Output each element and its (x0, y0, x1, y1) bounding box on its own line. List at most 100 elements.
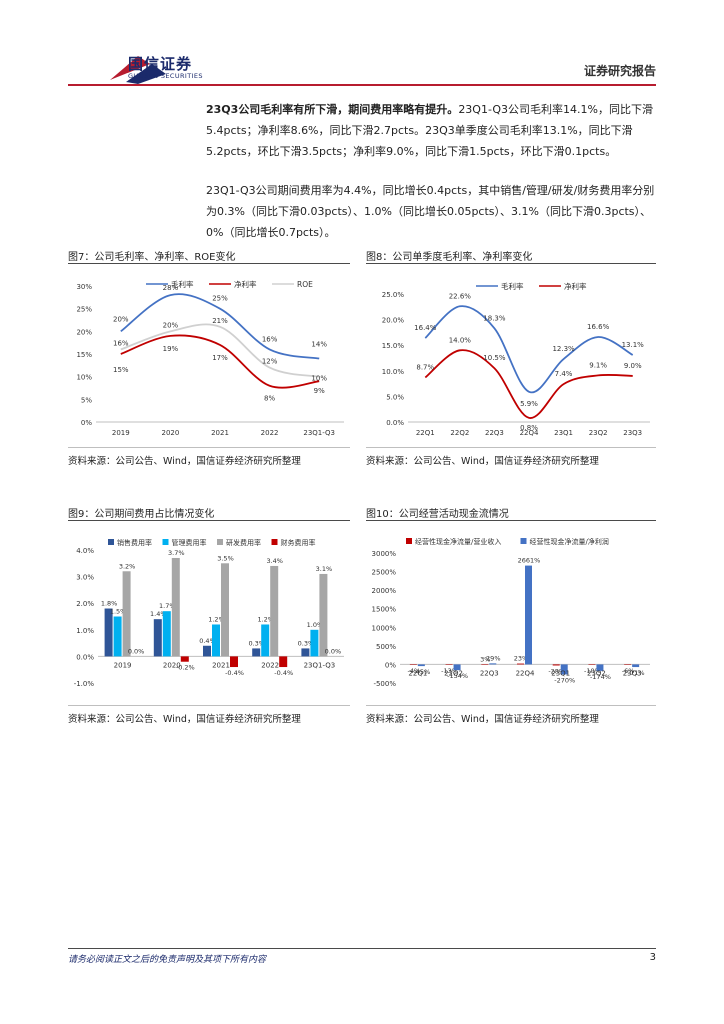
data-label: 28% (163, 284, 179, 292)
data-label: 19% (163, 345, 179, 353)
data-label: 3.4% (266, 557, 283, 565)
y-tick-label: 1000% (372, 624, 397, 632)
x-tick-label: 2021 (211, 429, 229, 437)
bar (203, 645, 211, 657)
fig8-chart: 0.0% 5.0% 10.0% 15.0% 20.0% 25.0% 22Q1 22Q2 22Q3… (382, 281, 650, 437)
series-line (120, 323, 320, 378)
paragraph-margin-lead: 23Q3公司毛利率有所下滑，期间费用率略有提升。 (206, 103, 459, 116)
x-tick-label: 22Q2 (444, 669, 463, 677)
y-tick-label: 0.0% (76, 653, 94, 661)
data-label: 1.2% (257, 615, 274, 623)
data-label: -270% (554, 676, 575, 684)
y-tick-label: 25% (76, 306, 92, 314)
legend-label: 净利率 (564, 281, 587, 291)
fig9-chart: -1.0% 0.0% 1.0% 2.0% 3.0% 4.0% 销售费用率 管理费用率 研发费用率… (74, 538, 344, 688)
data-label: 7.4% (555, 370, 573, 378)
bar (122, 571, 131, 657)
fig7-chart: 0% 5% 10% 15% 20% 25% 30% 2019 2020 2021 2022 23Q1-… (76, 279, 344, 437)
paragraph-expense: 23Q1-Q3公司期间费用率为4.4%，同比增长0.4pcts，其中销售/管理/… (206, 184, 655, 239)
x-tick-label: 2019 (114, 661, 132, 669)
x-tick-label: 23Q2 (587, 669, 606, 677)
data-label: 16% (262, 335, 278, 343)
data-label: 25% (212, 295, 228, 303)
series-line (424, 305, 634, 394)
data-label: 20% (113, 315, 129, 323)
data-label: 9.1% (589, 361, 607, 369)
page-header: 国信证券 GUOSEN SECURITIES 证券研究报告 (0, 0, 724, 90)
fig9-top-rule (68, 520, 350, 521)
y-tick-label: 0.0% (386, 419, 404, 427)
legend-swatch (162, 539, 169, 545)
data-label: 3% (480, 655, 490, 663)
data-label: -13% (441, 667, 458, 675)
paragraph-margin-body: 23Q1-Q3公司毛利率14.1%，同比下滑5.4pcts；净利率8.6%，同比… (206, 103, 653, 158)
data-label: 16% (113, 339, 129, 347)
bar (162, 611, 171, 657)
brand-name: 国信证券 (128, 55, 193, 73)
x-tick-label: 2021 (212, 661, 230, 669)
y-tick-label: 2000% (372, 587, 397, 595)
fig7-title: 图7：公司毛利率、净利率、ROE变化 (68, 252, 236, 263)
data-label: 1.8% (101, 600, 118, 608)
bar (212, 624, 220, 657)
legend-label: 财务费用率 (281, 538, 316, 547)
y-tick-label: 1500% (372, 606, 397, 614)
data-label: 23% (514, 655, 528, 663)
bar (113, 616, 122, 657)
data-label: 3.1% (316, 565, 333, 573)
legend-label: 销售费用率 (117, 538, 152, 547)
data-label: -10% (584, 667, 601, 675)
bar (417, 664, 425, 667)
x-tick-label: 22Q1 (416, 429, 435, 437)
x-tick-label: 2022 (261, 429, 279, 437)
legend-label: 毛利率 (171, 279, 194, 289)
y-tick-label: 1.0% (76, 627, 94, 635)
legend-label: 研发费用率 (226, 538, 261, 547)
y-tick-label: -500% (373, 680, 396, 688)
x-tick-label: 2019 (112, 429, 130, 437)
data-label: 1.5% (110, 608, 127, 616)
y-tick-label: 30% (76, 283, 92, 291)
fig10-bottom-rule (366, 705, 656, 706)
data-label: 8% (264, 395, 275, 403)
legend-swatch (406, 538, 412, 544)
data-label: 3.7% (168, 549, 185, 557)
series-line (424, 349, 633, 419)
y-tick-label: 2.0% (76, 600, 94, 608)
data-label: 10.5% (483, 354, 506, 362)
bar (310, 629, 319, 657)
y-tick-label: 500% (376, 643, 396, 651)
data-label: -28% (548, 667, 565, 675)
x-tick-label: 2022 (261, 661, 279, 669)
data-label: 0.8% (520, 424, 538, 432)
fig9-title: 图9：公司期间费用占比情况变化 (68, 509, 215, 520)
legend-label: 经营性现金净流量/营业收入 (415, 537, 501, 546)
x-tick-label: 23Q3 (623, 429, 642, 437)
x-tick-label: 2020 (161, 429, 179, 437)
fig9-bottom-rule (68, 705, 350, 706)
bar (445, 664, 453, 665)
x-tick-label: 22Q1 (408, 669, 427, 677)
page-number: 3 (649, 952, 656, 963)
x-tick-label: 23Q1-Q3 (303, 429, 335, 437)
bar (180, 656, 189, 662)
data-label: 21% (212, 317, 228, 325)
legend-label: ROE (297, 280, 313, 289)
legend-swatch (520, 538, 527, 544)
y-tick-label: 20% (76, 328, 92, 336)
legend-label: 管理费用率 (172, 538, 207, 547)
legend-swatch (217, 539, 223, 545)
fig9-source: 资料来源：公司公告、Wind，国信证券经济研究所整理 (68, 714, 301, 725)
y-tick-label: 3.0% (76, 574, 94, 582)
y-tick-label: -1.0% (74, 680, 95, 688)
brand-name-english: GUOSEN SECURITIES (128, 72, 203, 80)
data-label: 5.9% (520, 400, 538, 408)
data-label: 12.3% (552, 345, 575, 353)
data-label: -0.4% (274, 669, 293, 677)
fig10-title: 图10：公司经营活动现金流情况 (366, 509, 509, 520)
y-tick-label: 10.0% (382, 368, 405, 376)
data-label: 8.7% (416, 363, 434, 371)
bar (632, 664, 640, 668)
fig7-top-rule (68, 263, 350, 264)
legend-label: 经营性现金净流量/净利润 (530, 537, 609, 546)
